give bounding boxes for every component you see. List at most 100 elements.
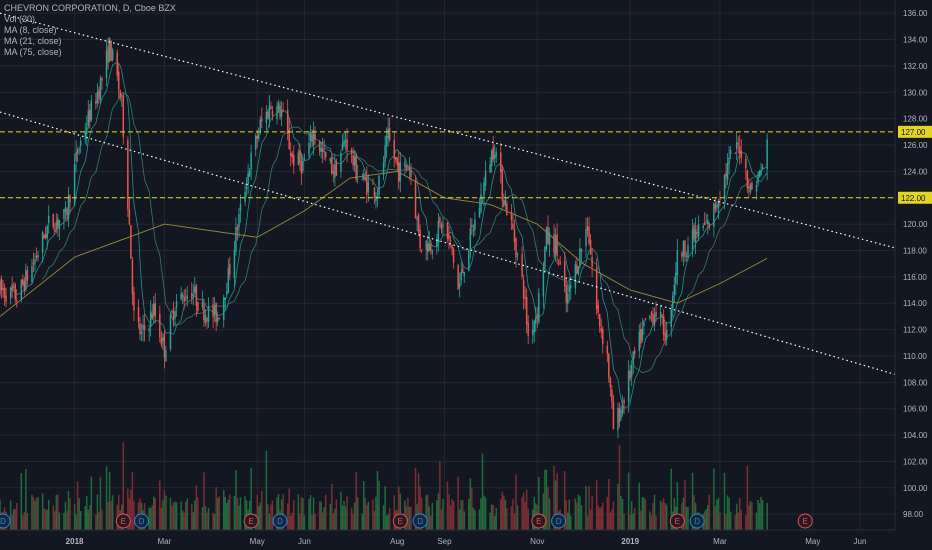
candle-body	[291, 153, 293, 158]
volume-bar	[627, 472, 630, 530]
volume-bar	[483, 495, 485, 530]
time-axis: 2018 Mar May Jun Aug Sep Nov 2019 Mar May Jun	[0, 529, 895, 546]
candle-body	[323, 151, 325, 153]
volume-bar	[726, 495, 729, 530]
candle-body	[64, 207, 67, 212]
candle-body	[75, 152, 77, 162]
earnings-marker[interactable]: E	[243, 513, 259, 529]
candle-body	[734, 153, 736, 154]
candle-body	[121, 95, 123, 97]
candle-body	[425, 240, 427, 250]
candle-body	[254, 135, 257, 150]
volume-bar	[133, 501, 135, 530]
volume-bar	[609, 512, 612, 530]
price-tick-label: 106.00	[903, 405, 928, 414]
volume-bar	[78, 498, 80, 530]
candle-body	[685, 256, 688, 258]
candle-body	[760, 170, 762, 175]
volume-bar	[393, 495, 395, 530]
earnings-marker[interactable]: E	[797, 513, 813, 529]
dividend-marker[interactable]: D	[551, 513, 567, 529]
volume-bar	[664, 502, 666, 530]
candle-body	[12, 286, 15, 288]
volume-bar	[54, 511, 56, 530]
volume-bar	[250, 467, 252, 530]
candle-body	[340, 153, 342, 172]
candle-body	[632, 351, 634, 365]
volume-bar	[186, 498, 188, 530]
candle-body	[460, 271, 462, 281]
dividend-marker[interactable]: D	[134, 513, 150, 529]
volume-bar	[130, 489, 132, 530]
dividend-marker[interactable]: D	[0, 513, 11, 529]
candle-body	[649, 315, 651, 320]
candle-body	[206, 318, 208, 322]
volume-bar	[398, 486, 400, 530]
earnings-marker[interactable]: E	[531, 513, 547, 529]
dividend-marker[interactable]: D	[689, 513, 705, 529]
volume-bar	[105, 466, 108, 530]
legend-volume[interactable]: Vol (20)	[4, 14, 36, 24]
earnings-marker[interactable]: E	[115, 513, 131, 529]
volume-bar	[574, 498, 577, 530]
candle-body	[20, 279, 23, 300]
volume-bar	[203, 472, 205, 530]
volume-bar	[506, 508, 508, 530]
volume-bar	[705, 509, 708, 530]
candle-body	[557, 259, 560, 261]
volume-bar	[384, 486, 386, 530]
candle-body	[303, 158, 306, 160]
volume-bar	[236, 497, 239, 530]
candle-body	[308, 142, 310, 156]
marker-label: D	[417, 517, 423, 526]
volume-bar	[367, 501, 370, 530]
volume-bar	[238, 505, 240, 530]
candle-body	[259, 119, 262, 132]
legend-ma-8[interactable]: MA (8, close)	[4, 25, 57, 35]
candle-body	[554, 235, 557, 254]
volume-bar	[516, 505, 519, 530]
candle-body	[644, 318, 647, 320]
dividend-marker[interactable]: D	[412, 513, 428, 529]
candle-body	[34, 259, 36, 264]
candle-body	[165, 350, 167, 362]
legend-ma-21[interactable]: MA (21, close)	[4, 36, 62, 46]
candle-body	[547, 226, 549, 244]
candle-body	[567, 293, 569, 304]
volume-bar	[751, 502, 753, 530]
candle-body	[524, 297, 526, 299]
volume-bar	[160, 507, 163, 530]
volume-bar	[303, 515, 306, 530]
volume-bar	[662, 498, 665, 530]
volume-bar	[650, 515, 653, 530]
candle-body	[280, 110, 283, 117]
volume-bar	[288, 488, 290, 530]
volume-bar	[653, 494, 656, 530]
legend-ma-75[interactable]: MA (75, close)	[4, 47, 62, 57]
candle-body	[318, 141, 321, 152]
candle-body	[629, 370, 631, 379]
volume-bar	[364, 497, 367, 530]
candle-body	[746, 170, 749, 189]
volume-bar	[324, 494, 327, 530]
candle-body	[212, 304, 214, 317]
earnings-marker[interactable]: E	[669, 513, 685, 529]
dividend-marker[interactable]: D	[272, 513, 288, 529]
candle-body	[265, 111, 268, 123]
volume-bar	[341, 505, 344, 530]
volume-bar	[419, 486, 421, 530]
price-tick-label: 120.00	[903, 220, 928, 229]
volume-bar	[737, 512, 739, 530]
candle-body	[751, 182, 753, 190]
marker-circle	[669, 513, 685, 529]
earnings-marker[interactable]: E	[392, 513, 408, 529]
volume-bar	[553, 465, 555, 530]
legend-symbol[interactable]: CHEVRON CORPORATION, D, Cboe BZX	[4, 3, 176, 13]
candle-body	[726, 162, 729, 181]
volume-bar	[533, 496, 536, 530]
volume-bar	[332, 513, 335, 530]
candle-body	[344, 140, 347, 143]
volume-bar	[734, 515, 736, 530]
